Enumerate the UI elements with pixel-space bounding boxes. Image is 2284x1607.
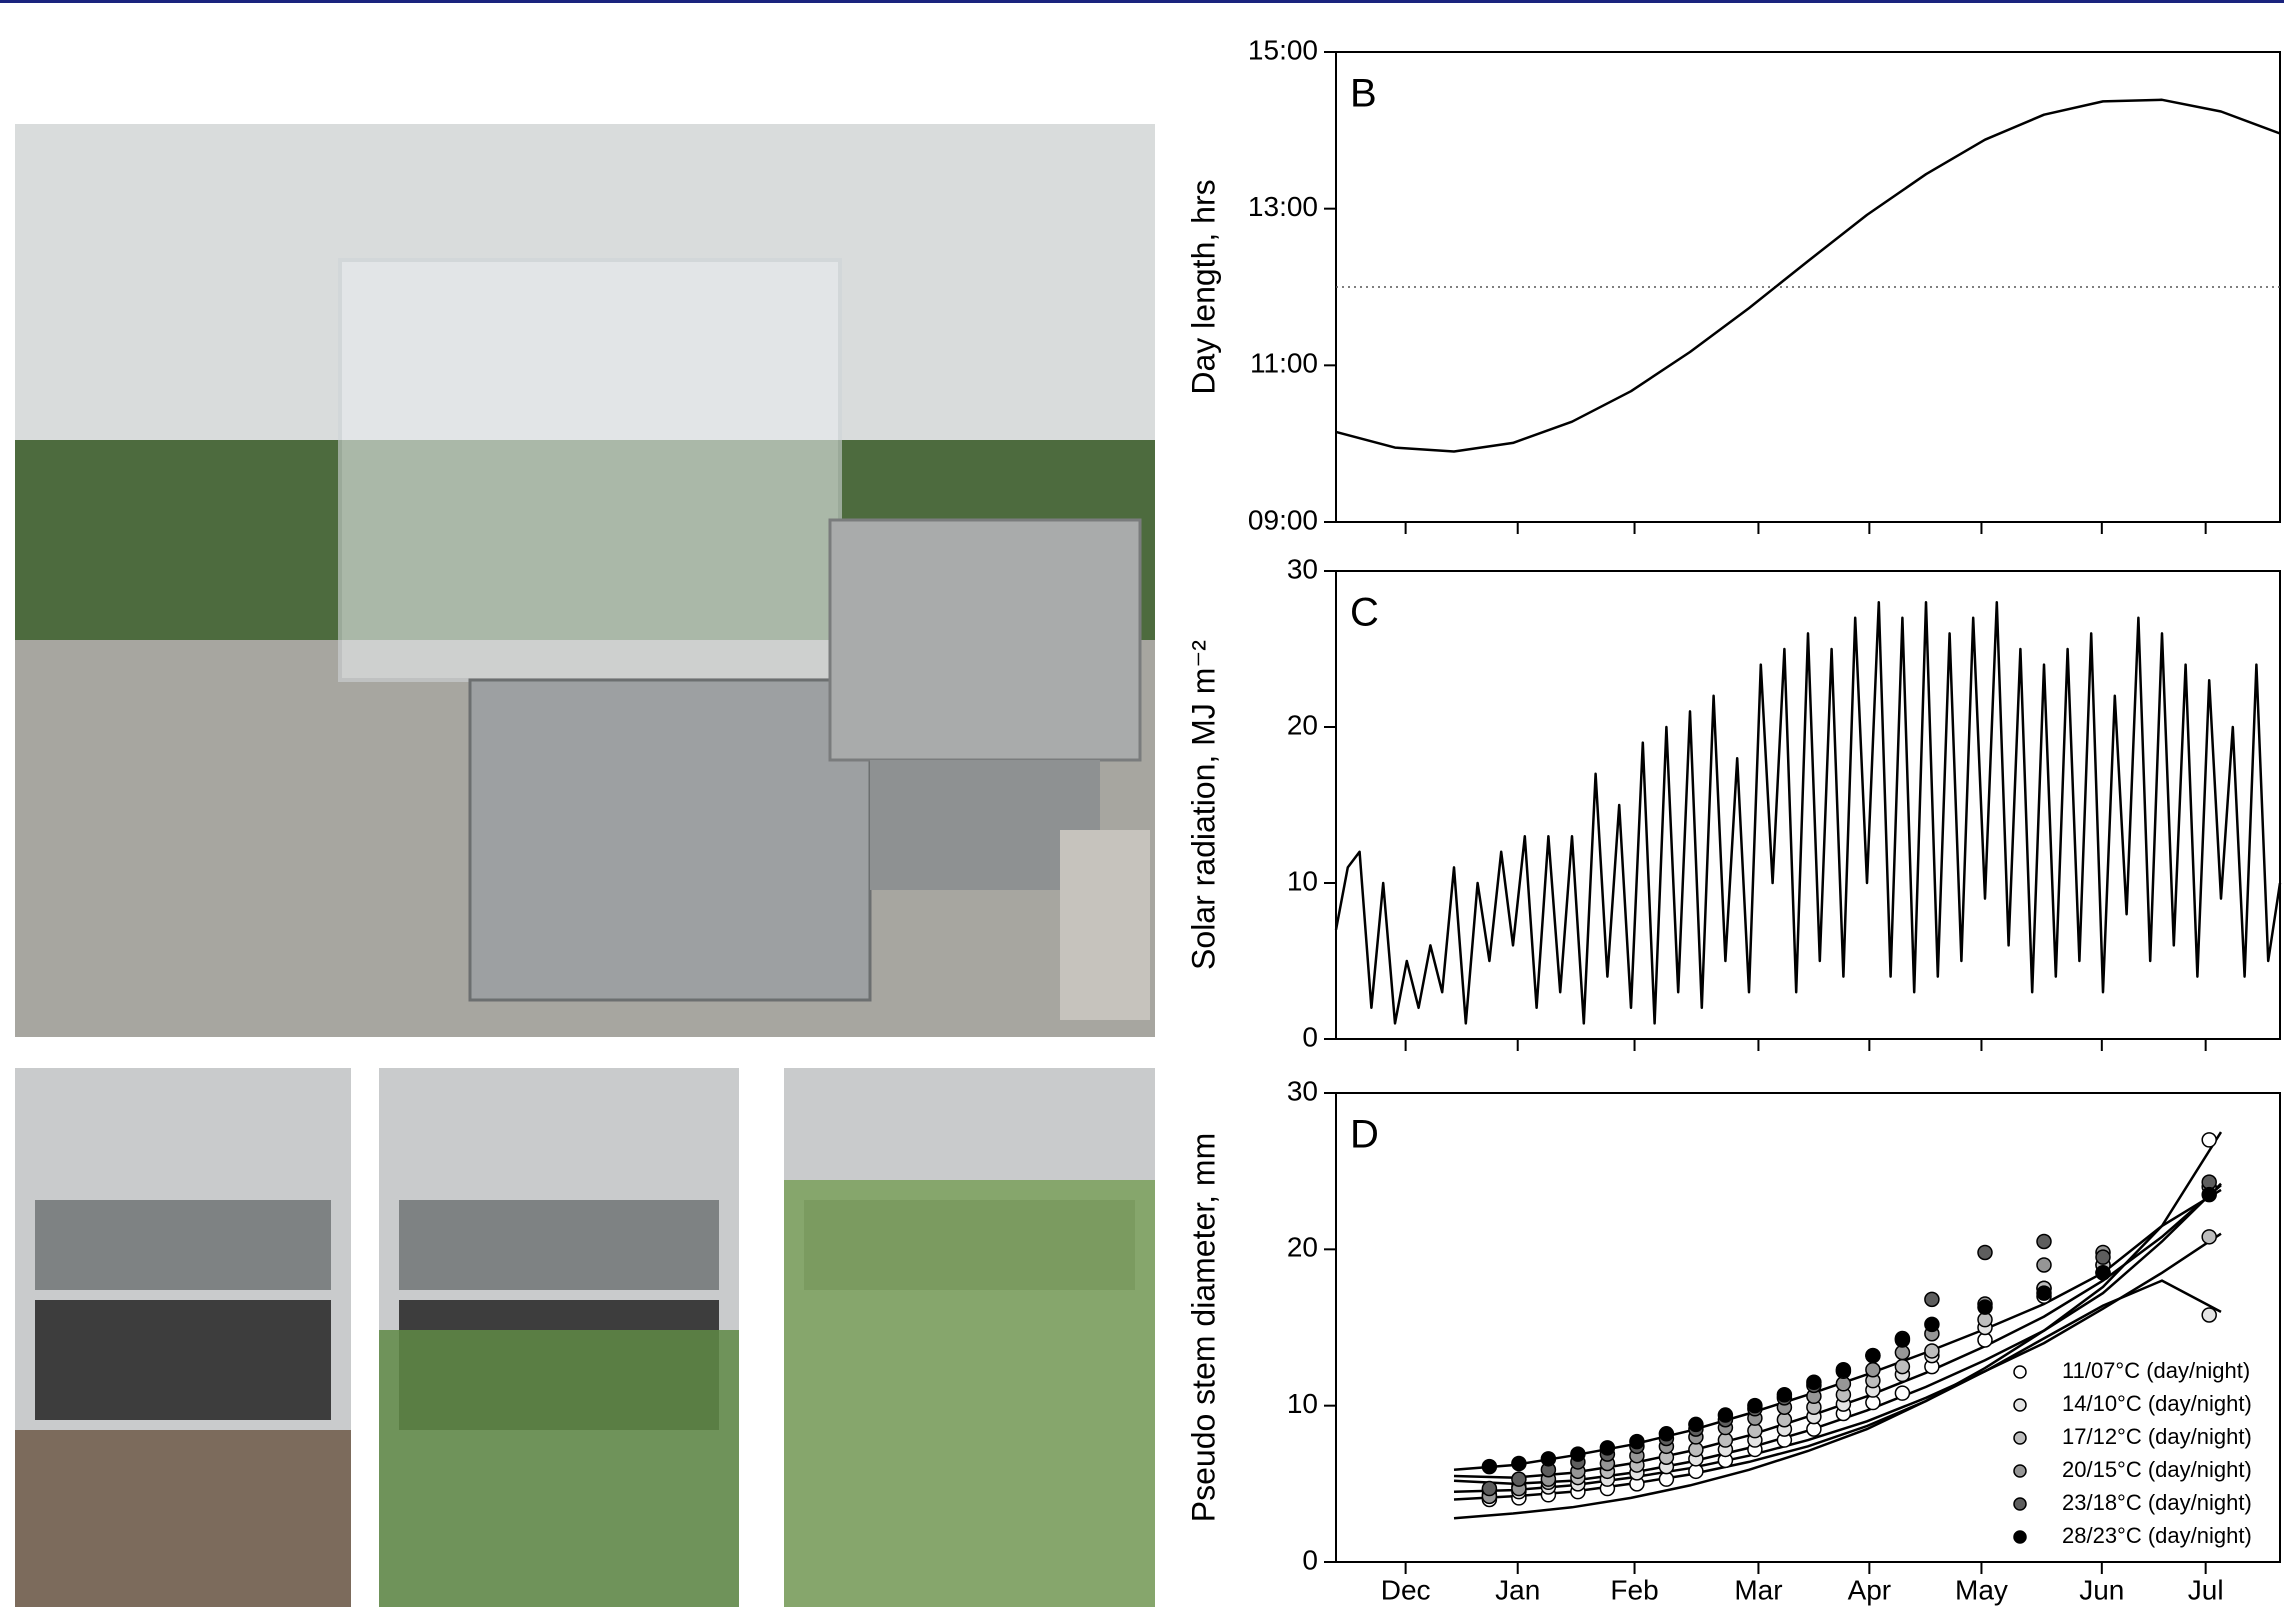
y-tick-label: 09:00 [1248,504,1318,535]
data-point [1924,1316,1940,1333]
data-point [1924,1343,1940,1359]
legend-marker [2013,1530,2027,1544]
x-tick-label: Feb [1610,1574,1658,1605]
data-point [1717,1407,1734,1423]
data-point [1977,1244,1993,1261]
y-tick-label: 30 [1287,553,1318,584]
legend-label: 11/07°C (day/night) [2062,1358,2250,1383]
y-tick-label: 15:00 [1248,34,1318,65]
data-point [2201,1307,2217,1323]
legend-marker [2013,1464,2027,1478]
data-point [2095,1265,2111,1281]
plot-frame [1335,1092,2281,1563]
legend-marker [2013,1497,2027,1511]
x-tick-label: Mar [1734,1574,1782,1605]
y-tick-label: 13:00 [1248,191,1318,222]
panel: B Day length, hrs 09:00 11:00 13:00 15:00 [1185,34,2281,535]
data-line [1334,600,2282,1025]
x-tick-label: Apr [1848,1574,1892,1605]
legend-label: 23/18°C (day/night) [2062,1490,2252,1515]
data-point [1977,1299,1993,1315]
plot-frame [1335,51,2281,523]
panel: C Solar radiation, MJ m⁻² 0 10 20 30 [1185,553,2282,1052]
x-tick-label: May [1955,1574,2008,1605]
panel-label: D [1350,1113,1379,1157]
panel: D Pseudo stem diameter, mm 0 10 20 30 Dec Jan Fe… [1185,1075,2281,1605]
data-point [2036,1257,2052,1273]
photo-chamber-1 [15,1068,351,1607]
fit-curve [1453,1131,2223,1520]
y-axis-title: Day length, hrs [1185,179,1221,394]
top-bar [0,0,2284,3]
y-tick-label: 30 [1287,1075,1318,1106]
data-point [1511,1455,1527,1472]
data-point [2201,1186,2217,1203]
y-axis-title: Pseudo stem diameter, mm [1185,1133,1221,1522]
data-point [1540,1451,1557,1467]
data-point [2036,1285,2052,1301]
legend-label: 14/10°C (day/night) [2062,1391,2252,1416]
x-tick-label: Jun [2079,1574,2124,1605]
data-point [1511,1471,1527,1487]
data-point [1894,1385,1911,1401]
photo-main [15,124,1155,1037]
data-point [1865,1361,1881,1378]
legend-marker [2013,1398,2027,1412]
legend-label: 17/12°C (day/night) [2062,1424,2252,1449]
photo-chamber-3 [784,1068,1155,1607]
y-tick-label: 10 [1287,865,1318,896]
panel-label: C [1350,591,1379,635]
data-point [1688,1416,1704,1433]
data-point [1658,1426,1675,1442]
data-point [1747,1397,1763,1414]
data-point [1481,1480,1498,1497]
data-point [1865,1347,1881,1364]
y-axis-title: Solar radiation, MJ m⁻² [1185,640,1221,970]
data-point [1481,1458,1498,1475]
y-tick-label: 20 [1287,1232,1318,1263]
photo-chamber-2 [379,1068,739,1607]
x-tick-label: Jan [1495,1574,1540,1605]
legend-label: 28/23°C (day/night) [2062,1523,2252,1548]
y-tick-label: 10 [1287,1388,1318,1419]
y-tick-label: 20 [1287,709,1318,740]
data-point [2036,1233,2052,1250]
plot-frame [1335,570,2281,1040]
legend-marker [2013,1365,2027,1379]
legend-marker [2013,1431,2027,1445]
data-point [1806,1374,1822,1390]
data-point [1599,1440,1616,1456]
data-point [1894,1358,1911,1375]
data-point [1894,1332,1911,1348]
data-point [1776,1386,1793,1403]
y-tick-label: 0 [1302,1544,1318,1575]
x-tick-label: Dec [1381,1574,1431,1605]
panel-label: B [1350,72,1377,116]
data-line [1335,98,2281,453]
data-point [1835,1361,1852,1378]
data-point [2201,1132,2217,1148]
data-point [2095,1249,2111,1265]
legend-label: 20/15°C (day/night) [2062,1457,2252,1482]
data-point [1924,1291,1940,1308]
y-tick-label: 11:00 [1250,348,1318,379]
data-point [2201,1229,2217,1245]
x-tick-label: Jul [2188,1574,2224,1605]
data-point [1570,1446,1586,1462]
data-point [1629,1433,1645,1450]
y-tick-label: 0 [1302,1021,1318,1052]
